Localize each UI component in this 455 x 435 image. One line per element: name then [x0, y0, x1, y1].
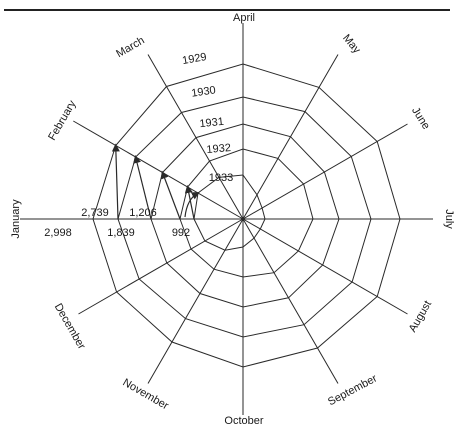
- value-label-1206: 1,206: [129, 207, 157, 219]
- month-label-september: September: [326, 372, 379, 408]
- year-label-1930: 1930: [191, 84, 217, 99]
- month-label-june: June: [409, 105, 432, 132]
- value-label-992: 992: [172, 227, 190, 239]
- year-label-1932: 1932: [206, 142, 231, 156]
- spoke-september: [242, 218, 339, 384]
- year-label-1933: 1933: [209, 172, 233, 184]
- spiral-arrow-1932-to-1931: [160, 170, 181, 220]
- month-label-july: July: [443, 209, 455, 229]
- spiral-arrow-1931-to-1930: [133, 155, 152, 220]
- month-label-may: May: [340, 32, 363, 56]
- month-label-august: August: [407, 299, 435, 335]
- month-label-october: October: [224, 415, 263, 427]
- spoke-november: [147, 218, 244, 384]
- top-rule: [4, 9, 450, 11]
- month-label-november: November: [121, 377, 171, 413]
- month-label-january: January: [10, 199, 22, 239]
- spiral-arrows: [111, 143, 200, 220]
- year-label-1929: 1929: [181, 51, 207, 67]
- value-label-2998: 2,998: [44, 227, 72, 239]
- spoke-february: [73, 120, 244, 220]
- month-label-february: February: [46, 98, 79, 143]
- month-label-march: March: [114, 35, 146, 61]
- year-label-1931: 1931: [199, 116, 225, 130]
- spoke-march: [147, 54, 244, 220]
- spoke-june: [242, 123, 408, 220]
- spoke-august: [242, 218, 408, 315]
- spiral-arrow-start-1933: [184, 192, 200, 218]
- value-label-2739: 2,739: [81, 207, 109, 219]
- spokes: [20, 23, 433, 415]
- month-label-april: April: [233, 12, 255, 24]
- spiral-arrow-1933-to-1932: [184, 185, 195, 220]
- value-label-1839: 1,839: [107, 227, 135, 239]
- spoke-december: [78, 218, 244, 315]
- month-label-december: December: [52, 302, 88, 352]
- spiral-arrow-1930-to-1929: [111, 143, 120, 220]
